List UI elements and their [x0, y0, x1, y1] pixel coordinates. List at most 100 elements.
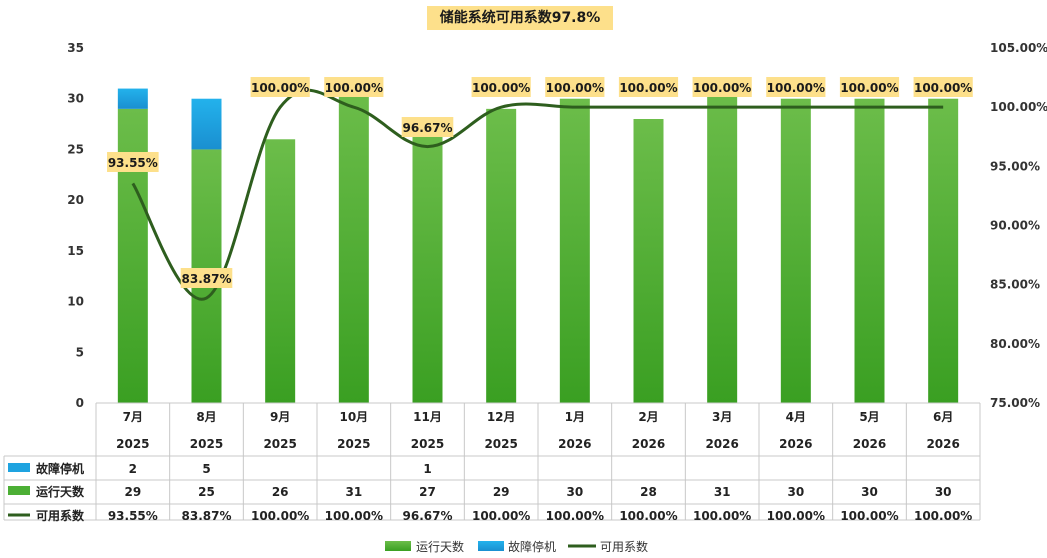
table-cell-value: 29: [124, 485, 141, 499]
x-tick-label-year: 2026: [558, 437, 591, 451]
line-data-label: 96.67%: [403, 121, 453, 135]
line-data-label: 100.00%: [251, 81, 309, 95]
table-cell-value: 30: [787, 485, 804, 499]
y-left-tick-label: 5: [76, 345, 84, 359]
x-tick-label-year: 2026: [926, 437, 959, 451]
x-tick-label-month: 7月: [123, 410, 143, 424]
table-cell-value: 100.00%: [546, 509, 604, 523]
y-right-tick-label: 80.00%: [990, 337, 1040, 351]
bar-fault-stop: [117, 88, 148, 109]
line-data-label-bg: [913, 77, 973, 97]
y-right-tick-label: 105.00%: [990, 41, 1047, 55]
x-tick-label-year: 2025: [190, 437, 223, 451]
bar-run-days: [486, 108, 517, 403]
legend-key-run-days: [385, 541, 411, 551]
legend-label: 可用系数: [600, 539, 648, 554]
table-cell-value: 28: [640, 485, 657, 499]
line-data-label-bg: [545, 77, 605, 97]
x-tick-label-year: 2026: [705, 437, 738, 451]
table-cell-value: 31: [345, 485, 362, 499]
bar-run-days: [338, 88, 369, 404]
line-data-label: 100.00%: [767, 81, 825, 95]
table-cell-value: 100.00%: [619, 509, 677, 523]
table-cell-value: 2: [129, 462, 137, 476]
table-legend-key-bar: [8, 463, 30, 472]
x-tick-label-month: 10月: [339, 410, 368, 424]
line-data-label: 100.00%: [619, 81, 677, 95]
line-data-label-bg: [324, 77, 384, 97]
table-cell-value: 26: [272, 485, 289, 499]
line-data-label-bg: [692, 77, 752, 97]
table-cell-value: 100.00%: [325, 509, 383, 523]
bar-run-days: [265, 139, 296, 404]
x-tick-label-month: 5月: [859, 410, 879, 424]
bar-fault-stop: [191, 98, 222, 150]
chart-title: 储能系统可用系数97.8%: [427, 6, 613, 30]
y-right-tick-label: 90.00%: [990, 219, 1040, 233]
bar-run-days: [854, 98, 885, 403]
table-cell-value: 100.00%: [914, 509, 972, 523]
x-tick-label-month: 12月: [487, 410, 516, 424]
table-cell-value: 30: [566, 485, 583, 499]
x-tick-label-month: 8月: [196, 410, 216, 424]
table-cell-value: 100.00%: [472, 509, 530, 523]
x-tick-label-year: 2026: [632, 437, 665, 451]
table-cell-value: 29: [493, 485, 510, 499]
bar-run-days: [780, 98, 811, 403]
x-tick-label-year: 2025: [263, 437, 296, 451]
line-data-label: 100.00%: [472, 81, 530, 95]
table-cell-value: 100.00%: [767, 509, 825, 523]
legend-label: 故障停机: [508, 539, 556, 554]
y-right-tick-label: 85.00%: [990, 278, 1040, 292]
bar-run-days: [559, 98, 590, 403]
x-tick-label-month: 11月: [413, 410, 442, 424]
y-left-tick-label: 0: [76, 396, 84, 410]
line-data-label-bg: [471, 77, 531, 97]
bar-run-days: [928, 98, 959, 403]
y-left-tick-label: 10: [67, 295, 84, 309]
table-cell-value: 1: [423, 462, 431, 476]
y-right-tick-label: 95.00%: [990, 159, 1040, 173]
line-data-label: 100.00%: [914, 81, 972, 95]
x-tick-label-month: 3月: [712, 410, 732, 424]
bar-run-days: [412, 129, 443, 403]
y-right-tick-label: 100.00%: [990, 100, 1047, 114]
table-cell-value: 5: [202, 462, 210, 476]
bar-run-days: [707, 88, 738, 404]
line-data-label: 83.87%: [182, 272, 232, 286]
bar-run-days: [633, 119, 664, 403]
y-right-tick-label: 75.00%: [990, 396, 1040, 410]
y-left-tick-label: 35: [67, 41, 84, 55]
line-data-label: 93.55%: [108, 156, 158, 170]
table-cell-value: 30: [861, 485, 878, 499]
line-data-label-bg: [250, 77, 310, 97]
x-tick-label-year: 2025: [411, 437, 444, 451]
table-cell-value: 93.55%: [108, 509, 158, 523]
table-cell-value: 27: [419, 485, 436, 499]
x-tick-label-year: 2025: [484, 437, 517, 451]
table-row-header: 可用系数: [36, 508, 85, 523]
legend-label: 运行天数: [416, 539, 464, 554]
line-data-label-bg: [766, 77, 826, 97]
table-cell-value: 83.87%: [182, 509, 232, 523]
line-data-label-bg: [180, 268, 233, 288]
x-tick-label-month: 9月: [270, 410, 290, 424]
legend-key-fault-stop: [478, 541, 504, 551]
table-row-header: 故障停机: [36, 461, 84, 476]
table-cell-value: 25: [198, 485, 215, 499]
x-tick-label-year: 2025: [116, 437, 149, 451]
x-tick-label-month: 4月: [786, 410, 806, 424]
y-left-tick-label: 15: [67, 244, 84, 258]
line-data-label-bg: [401, 117, 454, 137]
x-tick-label-year: 2025: [337, 437, 370, 451]
line-availability: [131, 88, 944, 301]
x-tick-label-year: 2026: [779, 437, 812, 451]
line-data-label-bg: [839, 77, 900, 97]
table-cell-value: 96.67%: [403, 509, 453, 523]
table-cell-value: 31: [714, 485, 731, 499]
table-cell-value: 100.00%: [693, 509, 751, 523]
table-row-header: 运行天数: [36, 484, 85, 499]
x-tick-label-month: 1月: [565, 410, 585, 424]
